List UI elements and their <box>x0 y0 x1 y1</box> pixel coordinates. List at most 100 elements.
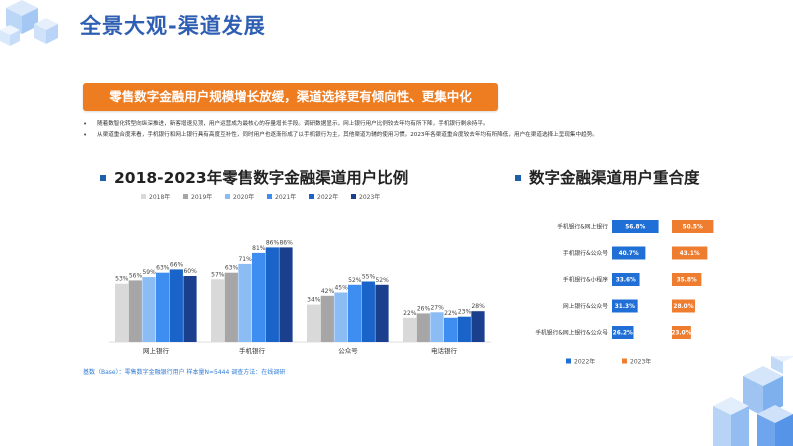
overlap-title: 数字金融渠道用户重合度 <box>515 166 700 188</box>
bar-value-label: 57% <box>211 271 225 278</box>
bar <box>224 272 238 342</box>
bar <box>320 295 334 342</box>
bar-value-label: 81% <box>252 245 266 252</box>
bar <box>307 304 321 342</box>
bar <box>252 252 266 342</box>
legend-swatch <box>183 194 188 199</box>
page-title: 全景大观-渠道发展 <box>80 14 266 38</box>
bar <box>375 284 389 342</box>
overlap-value-label: 23.0% <box>671 331 691 337</box>
category-label: 手机银行 <box>239 346 266 355</box>
decorative-cubes-top-left <box>0 0 58 46</box>
overlap-bar <box>672 220 714 233</box>
bar <box>361 281 375 342</box>
bar-value-label: 63% <box>225 265 239 272</box>
legend-swatch <box>141 194 146 199</box>
overlap-bar <box>612 273 640 286</box>
bar <box>403 317 417 342</box>
bar-value-label: 59% <box>142 269 156 276</box>
bar <box>430 312 444 342</box>
bar <box>238 263 252 342</box>
category-label: 电话银行 <box>431 346 458 355</box>
overlap-value-label: 43.1% <box>680 251 700 257</box>
bar-value-label: 26% <box>417 305 431 312</box>
overlap-bar <box>612 299 638 313</box>
bar-value-label: 28% <box>471 303 485 310</box>
summary-bullet: 从渠道重合度来看，手机银行和网上银行具有高度互补性，同时用户也逐渐形成了以手机银… <box>83 130 773 141</box>
overlap-value-label: 31.3% <box>615 304 635 310</box>
bar-value-label: 86% <box>266 239 280 246</box>
overlap-category-label: 手机银行&公众号 <box>563 249 608 257</box>
bar <box>142 277 156 342</box>
legend-swatch <box>351 194 356 199</box>
bar-value-label: 45% <box>334 285 348 292</box>
overlap-value-label: 56.8% <box>625 225 645 231</box>
bar <box>444 317 458 342</box>
overlap-category-label: 网上银行&公众号 <box>563 302 608 310</box>
legend-label: 2018年 <box>149 193 170 201</box>
bar <box>169 269 183 342</box>
bar-value-label: 22% <box>444 310 458 317</box>
bar-value-label: 34% <box>307 297 321 304</box>
title-marker-icon <box>100 175 106 181</box>
footnote: 基数（Base）：零售数字金融银行用户 样本量N=5444 调查方法：在线调研 <box>83 369 286 376</box>
overlap-value-label: 35.8% <box>677 278 697 284</box>
overlap-legend-swatch <box>566 358 571 364</box>
overlap-category-label: 手机银行&网上银行 <box>557 223 608 231</box>
bar <box>457 316 471 342</box>
bar-value-label: 86% <box>279 239 293 246</box>
overlap-value-label: 28.0% <box>673 304 693 310</box>
headline-banner: 零售数字金融用户规模增长放缓，渠道选择更有倾向性、更集中化 <box>83 83 498 111</box>
overlap-value-label: 33.6% <box>616 278 636 284</box>
bar-value-label: 53% <box>115 276 129 283</box>
legend-label: 2021年 <box>275 193 296 201</box>
bar <box>211 279 225 342</box>
overlap-category-label: 手机银行&小程序 <box>563 276 608 284</box>
bar-value-label: 52% <box>375 277 389 284</box>
overlap-legend-label: 2022年 <box>574 358 595 366</box>
channel-ratio-title: 2018-2023年零售数字金融渠道用户比例 <box>100 166 408 188</box>
legend-label: 2019年 <box>191 193 212 201</box>
legend-swatch <box>225 194 230 199</box>
overlap-title-text: 数字金融渠道用户重合度 <box>529 169 700 187</box>
summary-bullet: 随着数智化转型向纵深推进，新客增速见顶，用户运营成为最核心的存量增长手段。调研数… <box>83 119 773 130</box>
overlap-bar <box>612 220 659 233</box>
bar-value-label: 22% <box>403 310 417 317</box>
overlap-value-label: 26.2% <box>613 331 633 337</box>
category-label: 网上银行 <box>143 346 170 355</box>
bar-value-label: 63% <box>156 265 170 272</box>
overlap-category-label: 手机银行&网上银行&公众号 <box>535 329 608 337</box>
bar <box>416 313 430 342</box>
bar-value-label: 66% <box>170 261 184 268</box>
legend-label: 2023年 <box>359 193 380 201</box>
legend-swatch <box>267 194 272 199</box>
bar-value-label: 27% <box>430 304 444 311</box>
overlap-bar <box>612 326 634 339</box>
bar-value-label: 71% <box>238 256 252 263</box>
bar-value-label: 23% <box>458 309 472 316</box>
overlap-bar <box>672 326 691 339</box>
overlap-bar-chart: 手机银行&网上银行 56.8% 50.5% 手机银行&公众号 40.7% 43.1% 手机银… <box>535 220 714 366</box>
legend-label: 2020年 <box>233 193 254 201</box>
legend-label: 2022年 <box>317 193 338 201</box>
bar <box>334 292 348 342</box>
bar-value-label: 60% <box>183 268 197 275</box>
overlap-value-label: 40.7% <box>619 251 639 257</box>
bar-value-label: 56% <box>129 272 143 279</box>
overlap-bar <box>612 246 646 260</box>
bar-value-label: 52% <box>348 277 362 284</box>
bar <box>128 280 142 342</box>
bar-value-label: 42% <box>321 288 335 295</box>
overlap-bar <box>672 246 708 260</box>
category-label: 公众号 <box>338 347 358 355</box>
bar-value-label: 55% <box>362 274 376 281</box>
bar <box>115 283 129 342</box>
bar <box>471 311 485 342</box>
bar <box>265 247 279 342</box>
overlap-legend-label: 2023年 <box>630 358 651 366</box>
legend-swatch <box>309 194 314 199</box>
bar <box>183 276 197 342</box>
overlap-bar <box>672 299 695 313</box>
bar <box>156 272 170 342</box>
